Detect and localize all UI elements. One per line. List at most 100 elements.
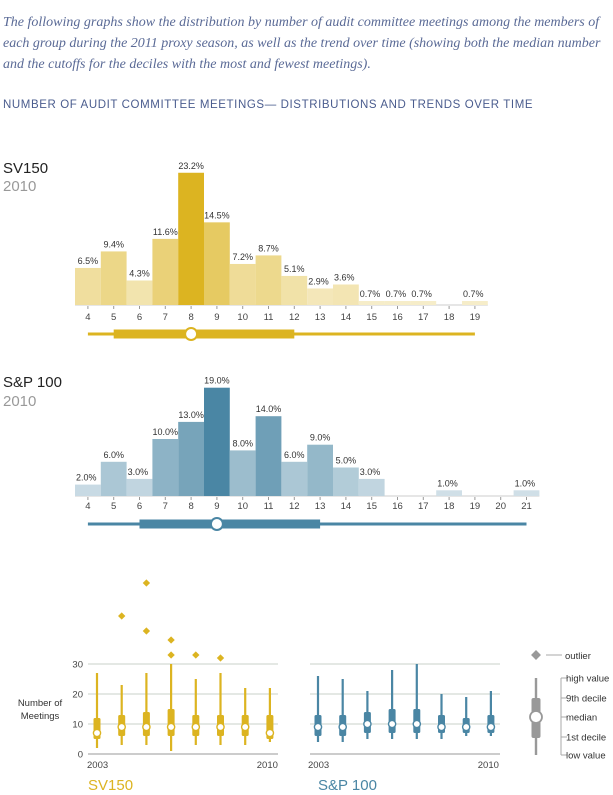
sv150-data-label: 0.7% <box>360 289 381 299</box>
y-tick-label: 30 <box>72 660 83 671</box>
sv150-tick-label: 13 <box>315 312 326 323</box>
sv150-median-point <box>92 728 102 738</box>
sp100-data-label: 6.0% <box>284 450 305 460</box>
sv150-bar <box>100 251 127 305</box>
sp100-median-point <box>461 722 471 732</box>
sv150-data-label: 0.7% <box>463 289 484 299</box>
y-tick-label: 10 <box>72 720 83 731</box>
sp100-bar <box>436 490 462 496</box>
sv150-data-label: 14.5% <box>204 210 230 220</box>
sv150-tick-label: 8 <box>188 312 193 323</box>
sv150-tick-label: 5 <box>111 312 116 323</box>
sv150-bar <box>462 301 488 305</box>
sv150-panel-title: SV150 <box>88 777 133 794</box>
sv150-tick-label: 6 <box>137 312 142 323</box>
sp100-bar <box>100 461 127 496</box>
sv150-data-label: 3.6% <box>334 272 355 282</box>
sp100-tick-label: 8 <box>188 501 193 512</box>
sv150-x-tick-label: 2003 <box>87 760 108 771</box>
sv150-bar <box>229 263 256 305</box>
sv150-bar <box>152 238 179 305</box>
sp100-bar <box>281 461 308 496</box>
sv150-median-point <box>216 722 225 732</box>
sp100-median-point <box>412 719 422 729</box>
y-axis-label: Meetings <box>21 711 60 722</box>
sp100-x-tick-label: 2003 <box>308 760 329 771</box>
sp100-bar <box>358 478 385 496</box>
sv150-median-point <box>142 722 151 732</box>
sv150-bar <box>307 288 333 305</box>
sv150-median-point <box>166 722 176 732</box>
sp100-x-tick-label: 2010 <box>478 760 499 771</box>
sp100-data-label: 1.0% <box>515 478 536 488</box>
sv150-data-label: 23.2% <box>178 161 204 171</box>
sp100-data-label: 6.0% <box>103 450 124 460</box>
sp100-tick-label: 21 <box>521 501 532 512</box>
sp100-tick-label: 19 <box>470 501 481 512</box>
sv150-tick-label: 17 <box>418 312 429 323</box>
sv150-bar <box>126 280 153 305</box>
sp100-tick-label: 20 <box>495 501 506 512</box>
sp100-median-point <box>338 722 348 732</box>
sv150-data-label: 6.5% <box>78 256 99 266</box>
sp100-bar <box>152 439 179 496</box>
sv150-data-label: 0.7% <box>411 289 432 299</box>
sp100-median-point <box>363 719 372 729</box>
sv150-x-tick-label: 2010 <box>257 760 278 771</box>
sv150-outlier <box>118 612 126 620</box>
sp100-data-label: 1.0% <box>437 478 458 488</box>
sv150-data-label: 7.2% <box>232 252 253 262</box>
sv150-data-label: 0.7% <box>386 289 407 299</box>
sv150-tick-label: 12 <box>289 312 300 323</box>
legend-high-label: high value <box>566 674 609 685</box>
legend-ninth-label: 9th decile <box>566 694 607 705</box>
sv150-tick-label: 14 <box>341 312 352 323</box>
y-tick-label: 20 <box>72 690 83 701</box>
sp100-tick-label: 18 <box>444 501 455 512</box>
sp100-bar <box>229 450 256 496</box>
intro-text: The following graphs show the distributi… <box>3 15 601 72</box>
legend-median-label: median <box>566 713 597 724</box>
sp100-data-label: 3.0% <box>128 467 149 477</box>
sv150-title: SV150 <box>3 160 49 177</box>
sv150-median-point <box>191 722 201 732</box>
sp100-median-point <box>486 722 496 732</box>
sv150-data-label: 4.3% <box>129 268 150 278</box>
legend-median-icon <box>529 710 543 724</box>
sv150-decile-box <box>167 709 175 736</box>
sv150-outlier <box>167 636 175 644</box>
sp100-tick-label: 5 <box>111 501 116 512</box>
sv150-tick-label: 16 <box>392 312 403 323</box>
sp100-tick-label: 11 <box>264 501 274 512</box>
sp100-tick-label: 17 <box>418 501 429 512</box>
sp100-tick-label: 7 <box>163 501 168 512</box>
sv150-tick-label: 4 <box>85 312 90 323</box>
sv150-median-point <box>240 722 250 732</box>
sv150-decile-bar <box>113 329 295 339</box>
sv150-tick-label: 9 <box>214 312 219 323</box>
sp100-tick-label: 10 <box>237 501 248 512</box>
sp100-data-label: 2.0% <box>76 473 97 483</box>
sv150-median-marker <box>184 327 199 341</box>
sp100-decile-bar <box>139 519 321 529</box>
sp100-data-label: 14.0% <box>256 404 282 414</box>
sp100-data-label: 3.0% <box>360 467 381 477</box>
sp100-data-label: 19.0% <box>204 376 230 386</box>
y-tick-label: 0 <box>78 750 83 761</box>
figure-heading: NUMBER OF AUDIT COMMITTEE MEETINGS— DIST… <box>3 99 534 111</box>
sv150-bar <box>255 255 282 305</box>
sp100-median-point <box>387 719 397 729</box>
sv150-year: 2010 <box>3 178 37 195</box>
sv150-tick-label: 11 <box>264 312 274 323</box>
sv150-data-label: 11.6% <box>153 227 178 237</box>
sv150-tick-label: 7 <box>163 312 168 323</box>
legend-outlier-icon <box>531 650 541 660</box>
sv150-outlier <box>142 627 151 635</box>
sv150-outlier <box>192 651 200 659</box>
legend-low-label: low value <box>566 751 606 762</box>
sv150-tick-label: 15 <box>366 312 377 323</box>
sp100-title: S&P 100 <box>3 374 62 391</box>
sv150-data-label: 8.7% <box>258 243 279 253</box>
sp100-tick-label: 14 <box>341 501 352 512</box>
